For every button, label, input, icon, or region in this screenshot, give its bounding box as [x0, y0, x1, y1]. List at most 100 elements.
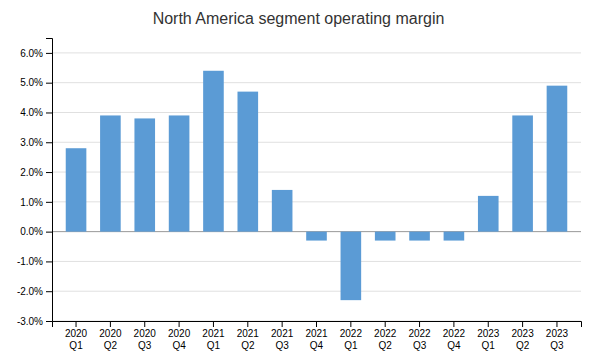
x-tick-label-line: Q4 [172, 340, 186, 351]
y-tick-mark [46, 112, 52, 113]
bar [203, 71, 224, 232]
y-tick-mark [46, 172, 52, 173]
y-tick: 5.0% [20, 77, 52, 88]
grid [52, 53, 581, 321]
x-tick-label-line: Q3 [138, 340, 152, 351]
x-tick-label-line: Q2 [241, 340, 255, 351]
x-tick-mark [488, 321, 489, 327]
x-tick-label-line: 2022 [340, 328, 363, 339]
x-tick: 2021Q1 [202, 321, 225, 351]
grid-line [52, 112, 581, 113]
x-tick-mark [179, 321, 180, 327]
x-tick-label-line: Q3 [550, 340, 564, 351]
y-tick-label: -3.0% [17, 316, 43, 327]
y-tick-label: 5.0% [20, 77, 43, 88]
x-tick-label-line: 2023 [511, 328, 534, 339]
plot: -3.0%-2.0%-1.0%0.0%1.0%2.0%3.0%4.0%5.0%6… [17, 39, 582, 351]
x-tick-label: 2020Q3 [134, 328, 157, 351]
x-tick-label-line: Q3 [275, 340, 289, 351]
x-tick-mark [453, 321, 454, 327]
x-tick-mark [385, 321, 386, 327]
x-tick: 2020Q3 [134, 321, 157, 351]
x-tick-label: 2021Q2 [237, 328, 260, 351]
y-tick-mark [46, 202, 52, 203]
x-tick-label: 2020Q4 [168, 328, 191, 351]
bar [341, 232, 362, 301]
y-tick: -3.0% [17, 316, 52, 327]
x-tick: 2023Q2 [511, 321, 534, 351]
x-tick-label-line: 2022 [408, 328, 431, 339]
y-tick-label: 4.0% [20, 107, 43, 118]
x-tick-label-line: 2021 [305, 328, 328, 339]
y-tick: 3.0% [20, 137, 52, 148]
x-tick-label-line: Q4 [310, 340, 324, 351]
bar [444, 232, 465, 241]
x-tick-label-line: 2021 [237, 328, 260, 339]
y-tick: 1.0% [20, 197, 52, 208]
grid-line [52, 142, 581, 143]
y-axis-line [46, 39, 53, 322]
y-tick-label: 0.0% [20, 226, 43, 237]
x-tick-label-line: 2021 [271, 328, 294, 339]
x-tick-label: 2023Q1 [477, 328, 500, 351]
x-tick-label-line: 2023 [477, 328, 500, 339]
x-tick: 2022Q1 [340, 321, 363, 351]
x-tick-label-line: 2020 [99, 328, 122, 339]
bar [169, 115, 190, 231]
chart: North America segment operating margin -3… [0, 0, 597, 363]
x-tick-label-line: Q1 [344, 340, 358, 351]
y-tick: -2.0% [17, 286, 52, 297]
x-tick-label-line: Q2 [516, 340, 530, 351]
x-tick-label: 2021Q3 [271, 328, 294, 351]
x-tick-label: 2022Q3 [408, 328, 431, 351]
x-tick-label-line: 2020 [65, 328, 88, 339]
y-tick-mark [46, 291, 52, 292]
x-tick: 2023Q3 [546, 321, 569, 351]
bar [100, 115, 121, 231]
title: North America segment operating margin [153, 10, 445, 27]
bar [547, 86, 568, 232]
y-tick-mark [46, 321, 52, 322]
y-tick: 6.0% [20, 48, 52, 59]
x-tick-label: 2022Q2 [374, 328, 397, 351]
x-tick-label-line: Q1 [482, 340, 496, 351]
y-tick-label: 1.0% [20, 197, 43, 208]
y-tick: -1.0% [17, 256, 52, 267]
x-axis-line [53, 322, 582, 328]
x-tick-mark [213, 321, 214, 327]
y-tick-mark [46, 83, 52, 84]
y-tick: 4.0% [20, 107, 52, 118]
bar [409, 232, 430, 241]
grid-line [52, 201, 581, 202]
grid-line [52, 172, 581, 173]
x-tick-label-line: 2020 [168, 328, 191, 339]
bar [134, 118, 155, 231]
x-tick-label-line: Q2 [104, 340, 118, 351]
bar [237, 92, 258, 232]
y-tick-mark [46, 53, 52, 54]
bar [272, 190, 293, 232]
x-tick: 2022Q4 [443, 321, 466, 351]
x-tick: 2020Q4 [168, 321, 191, 351]
y-tick-label: -1.0% [17, 256, 43, 267]
grid-line [52, 82, 581, 83]
x-tick-label: 2023Q3 [546, 328, 569, 351]
x-tick: 2021Q4 [305, 321, 328, 351]
x-tick-label: 2022Q4 [443, 328, 466, 351]
x-tick: 2023Q1 [477, 321, 500, 351]
x-tick-label-line: 2023 [546, 328, 569, 339]
x-tick: 2022Q2 [374, 321, 397, 351]
x-tick: 2020Q2 [99, 321, 122, 351]
x-tick-mark [144, 321, 145, 327]
bar [375, 232, 396, 241]
x-axis: 2020Q12020Q22020Q32020Q42021Q12021Q22021… [53, 321, 582, 351]
x-tick-label-line: 2022 [374, 328, 397, 339]
x-tick-label-line: Q1 [69, 340, 83, 351]
y-tick-mark [46, 142, 52, 143]
bar [306, 232, 327, 241]
bar [512, 115, 533, 231]
x-tick-mark [110, 321, 111, 327]
x-tick-label: 2021Q4 [305, 328, 328, 351]
x-tick-label: 2020Q1 [65, 328, 88, 351]
x-tick-mark [350, 321, 351, 327]
